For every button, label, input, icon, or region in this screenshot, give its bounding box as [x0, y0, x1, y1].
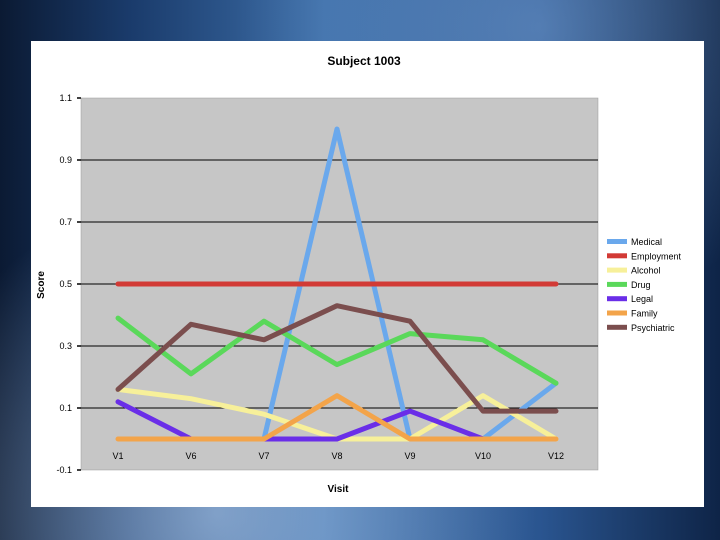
legend-label: Psychiatric	[631, 323, 675, 333]
legend-swatch	[607, 239, 627, 244]
series-line-legal	[115, 399, 486, 442]
legend-label: Legal	[631, 294, 653, 304]
series-lines	[115, 126, 559, 442]
x-tick-label: V10	[475, 451, 491, 461]
series-line-psychiatric	[115, 303, 559, 414]
y-tick-label: 0.1	[59, 403, 72, 413]
legend-label: Alcohol	[631, 266, 661, 276]
legend-swatch	[607, 310, 627, 316]
legend-label: Drug	[631, 280, 651, 290]
chart-title: Subject 1003	[327, 54, 401, 68]
y-tick-label: 0.7	[59, 217, 72, 227]
x-axis-label: Visit	[328, 484, 350, 495]
legend-label: Family	[631, 309, 658, 319]
legend-swatch	[607, 267, 627, 273]
y-axis-label: Score	[36, 271, 47, 299]
x-tick-label: V6	[185, 451, 196, 461]
legend-label: Employment	[631, 251, 682, 261]
series-line-drug	[115, 315, 559, 386]
legend-swatch	[607, 324, 627, 330]
x-tick-label: V9	[404, 451, 415, 461]
x-tick-label: V8	[331, 451, 342, 461]
series-line-family	[115, 393, 559, 442]
y-axis-ticks: 1.1 0.9 0.7 0.5 0.3 0.1 -0.1	[56, 93, 81, 475]
legend-swatch	[607, 296, 627, 302]
legend-swatch	[607, 253, 627, 259]
y-tick-label: 1.1	[59, 93, 72, 103]
x-tick-label: V1	[112, 451, 123, 461]
y-tick-label: 0.9	[59, 155, 72, 165]
legend: Medical Employment Alcohol Drug Legal Family P…	[607, 237, 682, 333]
legend-swatch	[607, 281, 627, 287]
y-tick-label: 0.3	[59, 341, 72, 351]
x-axis-ticks: V1 V6 V7 V8 V9 V10 V12	[112, 451, 564, 461]
legend-label: Medical	[631, 237, 662, 247]
x-tick-label: V12	[548, 451, 564, 461]
y-tick-label: -0.1	[56, 465, 72, 475]
y-tick-label: 0.5	[59, 279, 72, 289]
x-tick-label: V7	[258, 451, 269, 461]
